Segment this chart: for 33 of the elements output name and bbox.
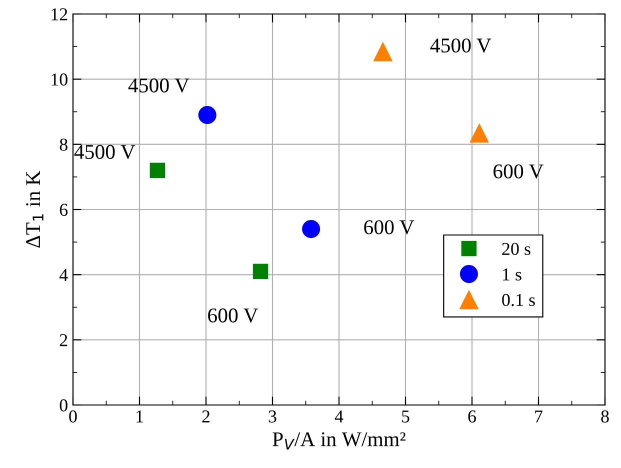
x-tick-label: 2 <box>202 410 210 422</box>
y-tick-label: 10 <box>52 73 68 86</box>
y-tick-label: 8 <box>60 138 68 151</box>
y-tick-label: 2 <box>60 334 68 346</box>
legend-label: 0.1 s <box>502 294 535 306</box>
y-tick-label: 0 <box>60 399 68 412</box>
x-tick-label: 8 <box>601 410 609 423</box>
point <box>198 106 216 124</box>
y-axis-title: ΔT$_{1}$ in K <box>26 170 44 248</box>
legend-label: 20 s <box>502 242 530 256</box>
annotation: 600 V <box>364 220 414 234</box>
x-tick-label: 5 <box>402 410 410 423</box>
x-tick-label: 3 <box>268 410 276 423</box>
x-tick-label: 1 <box>136 410 143 422</box>
annotation: 4500 V <box>430 38 492 53</box>
annotation: 4500 V <box>74 144 136 160</box>
annotation: 4500 V <box>128 78 190 93</box>
x-tick-label: 6 <box>468 410 476 423</box>
x-tick-label: 7 <box>535 410 542 422</box>
annotation: 600 V <box>208 308 258 323</box>
point <box>373 42 393 62</box>
y-tick-label: 6 <box>60 204 68 216</box>
point <box>470 123 490 143</box>
x-axis-title: P$_{V}$/A in W/mm² <box>272 432 406 450</box>
x-tick-label: 4 <box>334 410 344 422</box>
y-tick-label: 4 <box>59 269 68 281</box>
annotation: 600 V <box>494 164 544 179</box>
point <box>302 220 320 238</box>
point <box>150 162 166 178</box>
y-tick-label: 12 <box>52 8 68 20</box>
x-tick-label: 0 <box>69 410 77 423</box>
point <box>252 264 268 280</box>
legend-label: 1 s <box>503 268 522 281</box>
